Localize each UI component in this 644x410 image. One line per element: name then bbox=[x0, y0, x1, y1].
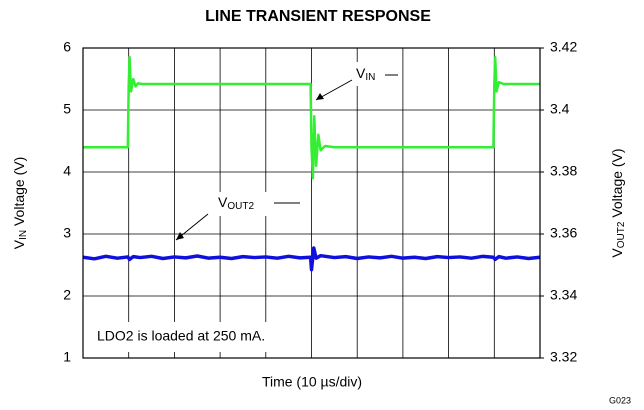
y2-tick-label: 3.36 bbox=[550, 225, 577, 241]
y-label-rest: Voltage (V) bbox=[11, 157, 27, 230]
y2-tick-label: 3.38 bbox=[550, 163, 577, 179]
y-label-sub: IN bbox=[18, 230, 29, 240]
vin-annotation: VIN bbox=[356, 65, 375, 83]
vin-label-background bbox=[350, 62, 390, 86]
y-tick-label: 4 bbox=[63, 163, 71, 179]
figure-id: G023 bbox=[609, 395, 631, 405]
y2-tick-label: 3.42 bbox=[550, 39, 577, 55]
y-label-main: V bbox=[11, 239, 27, 249]
annotations: LDO2 is loaded at 250 mA. VIN VOUT2 bbox=[88, 62, 398, 352]
note: LDO2 is loaded at 250 mA. bbox=[97, 328, 265, 344]
vout-main: V bbox=[218, 194, 228, 210]
x-axis-label: Time (10 µs/div) bbox=[262, 374, 362, 390]
y-tick-label: 6 bbox=[63, 39, 71, 55]
series-line bbox=[82, 246, 541, 272]
y2-tick-label: 3.32 bbox=[550, 349, 577, 365]
y2-label-main: V bbox=[609, 248, 625, 258]
vin-main: V bbox=[356, 65, 366, 81]
y2-label-sub: OUT2 bbox=[616, 221, 627, 248]
chart-title: LINE TRANSIENT RESPONSE bbox=[205, 8, 431, 25]
note-background bbox=[88, 322, 308, 352]
vout-annotation: VOUT2 bbox=[218, 194, 254, 212]
y2-tick-label: 3.4 bbox=[550, 101, 570, 117]
vout-label-background bbox=[212, 192, 274, 216]
vout-sub: OUT2 bbox=[227, 201, 254, 212]
y-tick-label: 2 bbox=[63, 287, 71, 303]
y-tick-label: 1 bbox=[63, 349, 71, 365]
vin-sub: IN bbox=[365, 72, 375, 83]
vout-arrowhead bbox=[176, 232, 184, 240]
plot-frame bbox=[82, 47, 541, 359]
y-tick-label: 5 bbox=[63, 101, 71, 117]
plot bbox=[82, 56, 541, 272]
y2-tick-label: 3.34 bbox=[550, 287, 577, 303]
y2-axis-label: VOUT2 Voltage (V) bbox=[609, 148, 627, 257]
y-axis-label: VIN Voltage (V) bbox=[11, 157, 29, 250]
vin-arrowhead bbox=[316, 93, 324, 100]
series-line bbox=[83, 56, 540, 180]
y-tick-label: 3 bbox=[63, 225, 71, 241]
y2-label-rest: Voltage (V) bbox=[609, 148, 625, 221]
